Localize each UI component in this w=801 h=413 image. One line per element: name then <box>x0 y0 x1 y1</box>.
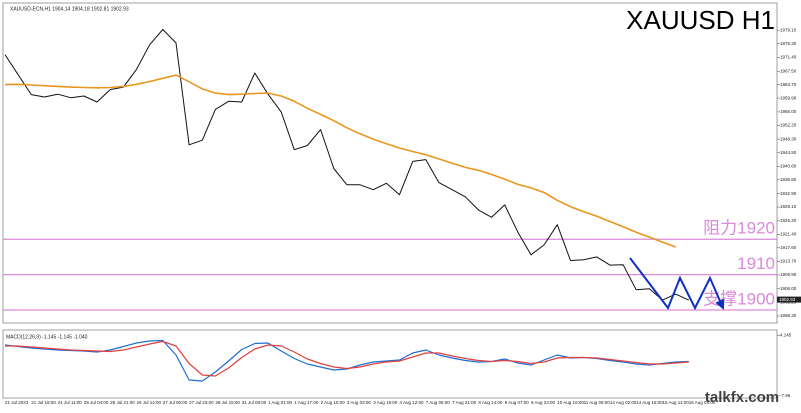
x-tick-label: 1 Aug 01:00 <box>268 400 293 405</box>
y-tick-label: 1921.40 <box>780 231 797 236</box>
y-tick-label: 1909.90 <box>780 272 797 277</box>
header: XAUUSD-ECN,H1 1904.14 1904.18 1902.81 19… <box>10 6 129 12</box>
x-tick-label: 9 Aug 23:00 <box>531 400 556 405</box>
macd-tick-label: -7.96 <box>780 393 791 398</box>
macd-label: MACD(12,26,9) -1.145 -1.145 -1.040 <box>6 334 88 340</box>
y-tick-label: 1906.00 <box>780 286 797 291</box>
x-tick-label: 28 Jul 15:00 <box>215 400 240 405</box>
ma-line <box>4 74 676 248</box>
x-tick-label: 26 Jul 14:00 <box>137 400 162 405</box>
x-tick-label: 21 Jul 18:00 <box>31 400 56 405</box>
x-tick-label: 2 Aug 10:00 <box>321 400 346 405</box>
x-tick-label: 25 Jul 04:00 <box>84 400 109 405</box>
y-tick-label: 1963.70 <box>780 82 797 87</box>
watermark: talkfx.com <box>705 389 779 406</box>
x-tick-label: 1 Aug 17:00 <box>294 400 319 405</box>
y-tick-label: 1975.30 <box>780 41 797 46</box>
chart-title: XAUUSD H1 <box>626 5 775 35</box>
y-tick-label: 1944.50 <box>780 150 797 155</box>
x-tick-label: 7 Aug 05:00 <box>426 400 451 405</box>
x-tick-label: 21 Jul 2023 <box>5 400 29 405</box>
x-tick-label: 15 Aug 11:00 <box>663 400 690 405</box>
x-tick-label: 16 Aug 04:00 <box>689 400 716 405</box>
x-tick-label: 3 Aug 19:00 <box>373 400 398 405</box>
level-label: 1910 <box>737 254 775 273</box>
macd-line <box>5 340 689 377</box>
x-tick-label: 27 Jul 06:00 <box>163 400 188 405</box>
y-tick-label: 1959.90 <box>780 95 797 100</box>
y-tick-label: 1913.70 <box>780 259 797 264</box>
x-tick-label: 24 Jul 11:00 <box>58 400 83 405</box>
x-tick-label: 3 Aug 03:00 <box>347 400 372 405</box>
y-tick-label: 1917.60 <box>780 245 797 250</box>
current-price-box <box>777 296 801 303</box>
y-tick-label: 1956.00 <box>780 109 797 114</box>
level-label: 支撑1900 <box>703 289 775 308</box>
x-tick-label: 4 Aug 12:00 <box>400 400 425 405</box>
y-tick-label: 1932.90 <box>780 191 797 196</box>
main-pane <box>2 2 778 324</box>
current-price-label: 1902.93 <box>779 297 796 302</box>
y-tick-label: 1925.20 <box>780 218 797 223</box>
y-tick-label: 1971.40 <box>780 55 797 60</box>
x-tick-label: 27 Jul 23:00 <box>189 400 214 405</box>
x-tick-label: 14 Aug 18:00 <box>636 400 663 405</box>
y-tick-label: 1948.30 <box>780 136 797 141</box>
y-tick-label: 1940.60 <box>780 164 797 169</box>
x-tick-label: 7 Aug 21:00 <box>452 400 477 405</box>
y-tick-label: 1898.30 <box>780 313 797 318</box>
projection-arrow <box>629 257 725 311</box>
macd-pane <box>2 329 778 399</box>
x-tick-label: 8 Aug 14:00 <box>478 400 503 405</box>
x-tick-label: 14 Aug 02:00 <box>610 400 637 405</box>
y-tick-label: 1979.10 <box>780 27 797 32</box>
x-tick-label: 10 Aug 16:00 <box>557 400 584 405</box>
x-tick-label: 31 Jul 08:00 <box>242 400 267 405</box>
x-tick-label: 11 Aug 09:00 <box>584 400 611 405</box>
y-tick-label: 1952.20 <box>780 123 797 128</box>
level-label: 阻力1920 <box>703 219 775 238</box>
macd-tick-label: 4.145 <box>780 332 792 337</box>
y-tick-label: 1929.10 <box>780 204 797 209</box>
price-line <box>4 29 690 301</box>
y-tick-label: 1967.50 <box>780 68 797 73</box>
x-tick-label: 25 Jul 21:00 <box>110 400 135 405</box>
x-tick-label: 9 Aug 07:00 <box>505 400 530 405</box>
y-tick-label: 1936.80 <box>780 177 797 182</box>
